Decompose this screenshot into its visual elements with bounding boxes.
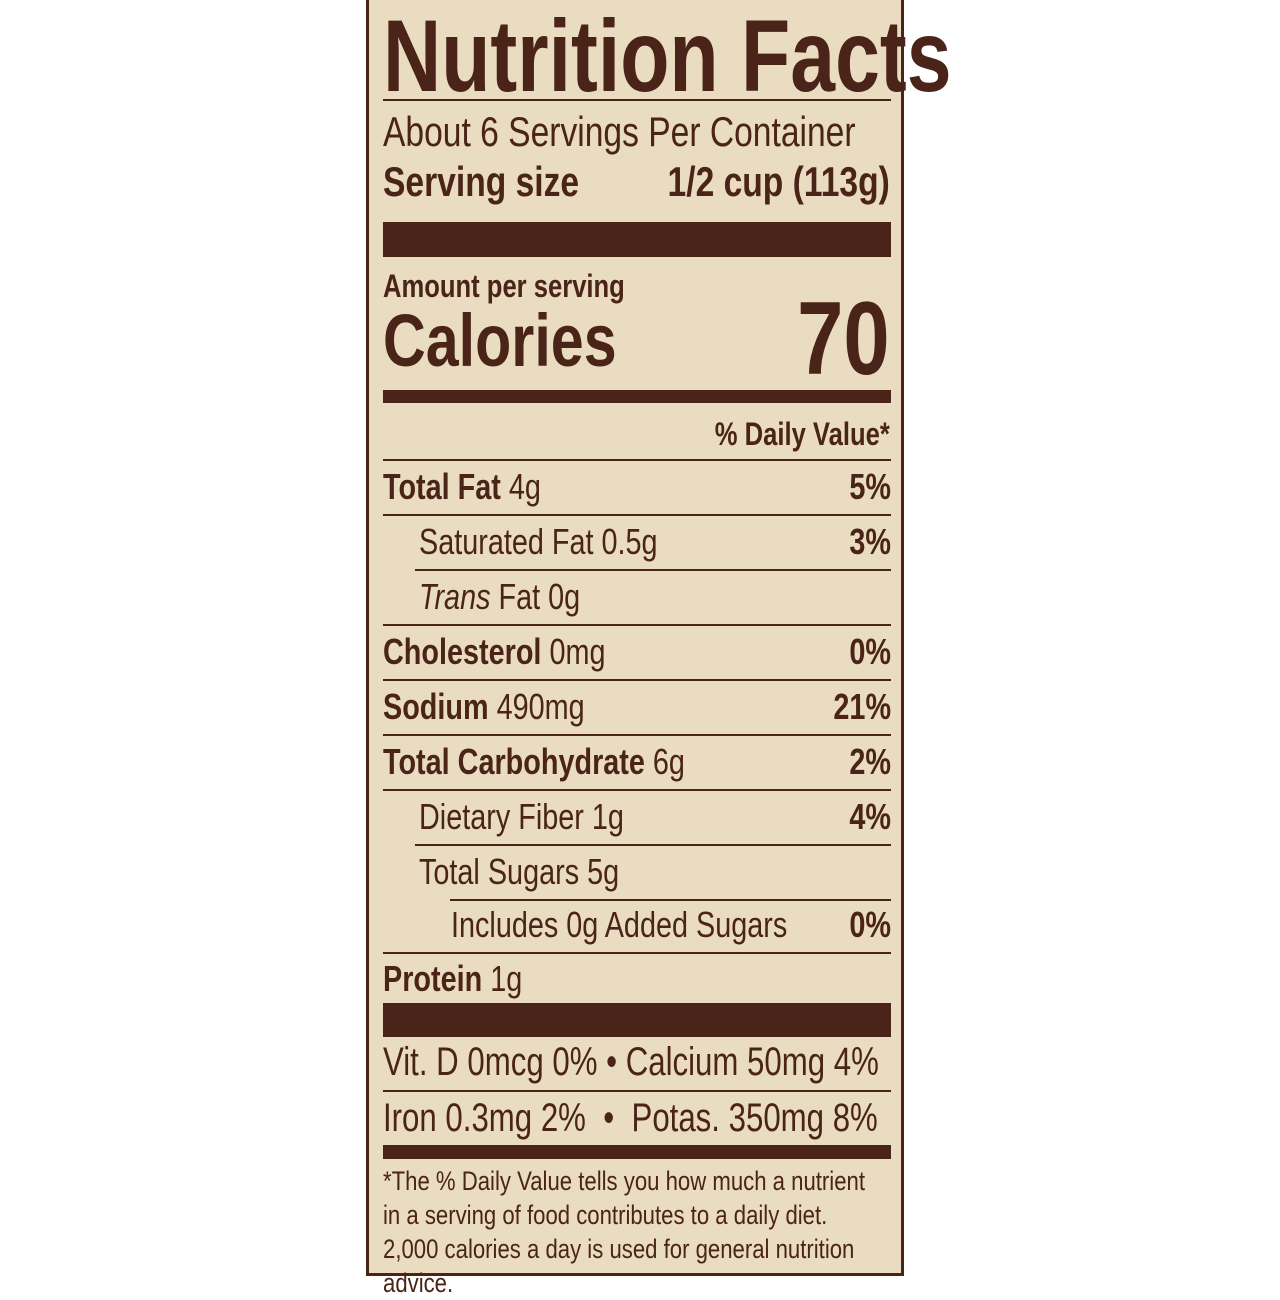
serving-size-label: Serving size bbox=[383, 158, 580, 205]
medium-divider bbox=[383, 1145, 891, 1159]
divider bbox=[383, 952, 891, 954]
nutrient-row-sodium: Sodium 490mg 21% bbox=[383, 686, 891, 727]
divider bbox=[383, 789, 891, 791]
divider bbox=[383, 734, 891, 736]
nutrient-row-total-sugars: Total Sugars 5g bbox=[419, 851, 620, 892]
servings-per-container: About 6 Servings Per Container bbox=[383, 108, 856, 155]
thick-divider bbox=[383, 1003, 891, 1037]
divider bbox=[415, 569, 891, 571]
serving-size-value: 1/2 cup (113g) bbox=[667, 158, 890, 205]
vitamins-row-1: Vit. D 0mcg 0% • Calcium 50mg 4% bbox=[383, 1040, 879, 1084]
medium-divider bbox=[383, 390, 891, 403]
divider bbox=[383, 514, 891, 516]
daily-value-header: % Daily Value* bbox=[714, 416, 890, 452]
divider bbox=[415, 844, 891, 846]
nutrient-row-cholesterol: Cholesterol 0mg 0% bbox=[383, 631, 891, 672]
nutrition-label bbox=[366, 0, 904, 1276]
divider bbox=[383, 624, 891, 626]
divider bbox=[383, 679, 891, 681]
nutrient-row-total-carbohydrate: Total Carbohydrate 6g 2% bbox=[383, 741, 891, 782]
nutrient-row-trans-fat: Trans Fat 0g bbox=[419, 576, 581, 617]
nutrient-row-added-sugars: Includes 0g Added Sugars 0% bbox=[451, 904, 891, 945]
nutrient-row-protein: Protein 1g bbox=[383, 958, 523, 999]
nutrient-row-total-fat: Total Fat 4g 5% bbox=[383, 466, 891, 507]
divider bbox=[383, 459, 891, 461]
calories-value: 70 bbox=[797, 281, 890, 397]
footnote: *The % Daily Value tells you how much a … bbox=[383, 1166, 865, 1298]
divider bbox=[450, 899, 891, 901]
amount-per-serving: Amount per serving bbox=[383, 268, 625, 304]
vitamins-row-2: Iron 0.3mg 2% • Potas. 350mg 8% bbox=[383, 1096, 878, 1140]
divider bbox=[383, 99, 891, 101]
divider bbox=[383, 1090, 891, 1092]
nutrient-row-dietary-fiber: Dietary Fiber 1g 4% bbox=[419, 796, 891, 837]
thick-divider bbox=[383, 222, 891, 257]
calories-label: Calories bbox=[383, 299, 617, 382]
label-title: Nutrition Facts bbox=[383, 0, 952, 113]
nutrient-row-saturated-fat: Saturated Fat 0.5g 3% bbox=[419, 521, 891, 562]
